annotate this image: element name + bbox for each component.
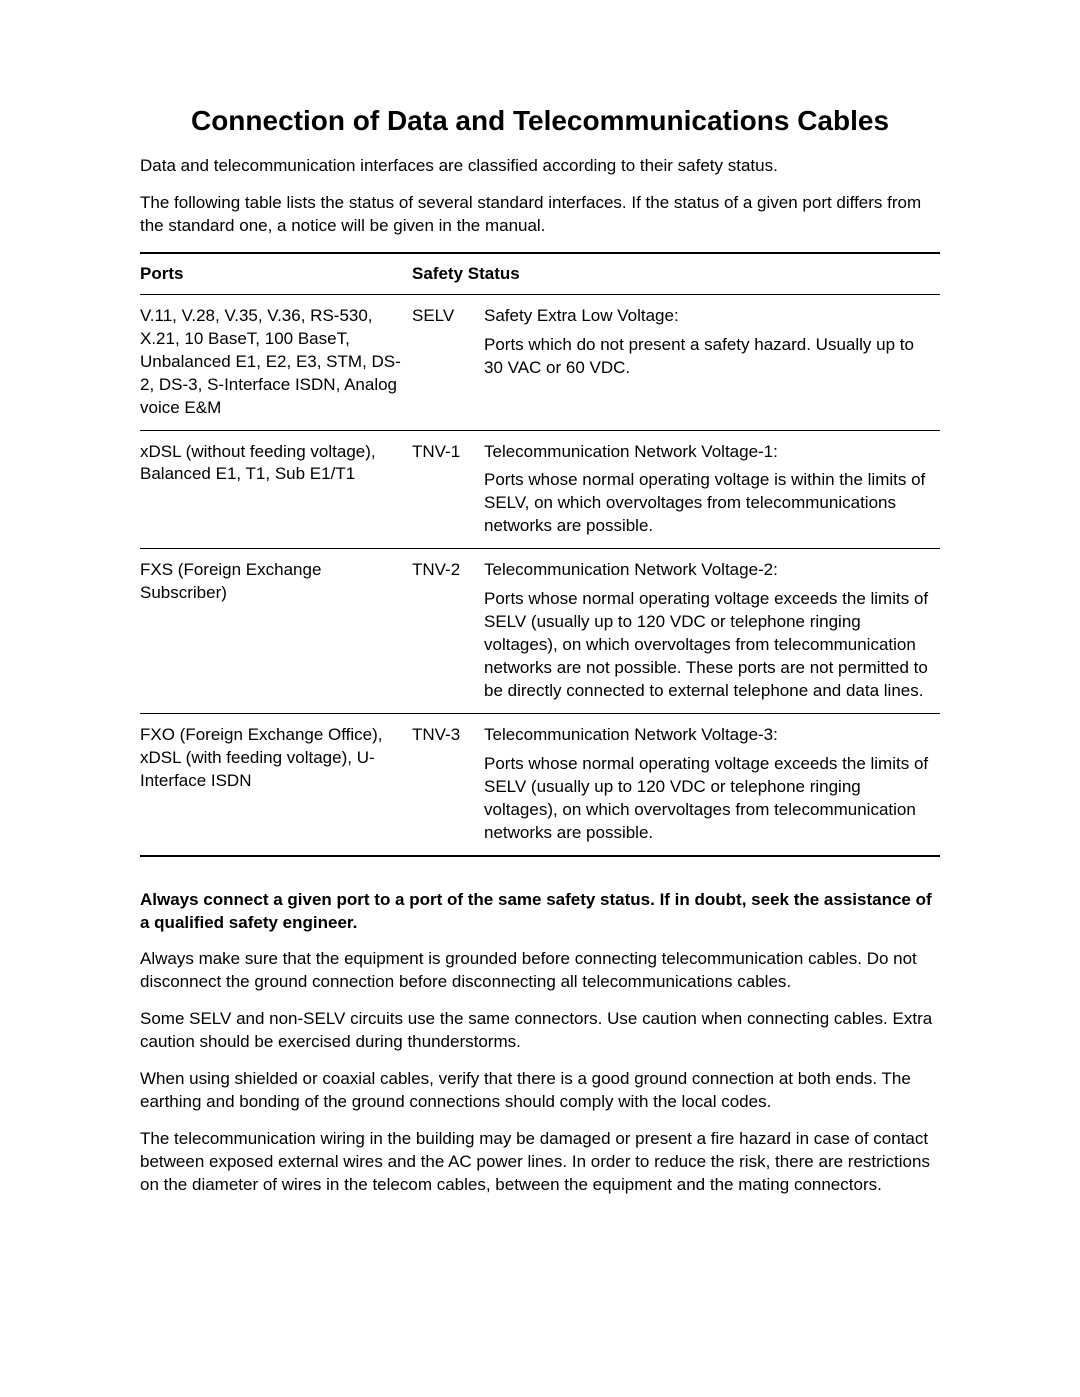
cell-ports: xDSL (without feeding voltage), Balanced… <box>140 430 412 549</box>
table-row: xDSL (without feeding voltage), Balanced… <box>140 430 940 549</box>
cell-code: TNV-3 <box>412 713 484 855</box>
page-title: Connection of Data and Telecommunication… <box>140 105 940 137</box>
safety-status-table: Ports Safety Status V.11, V.28, V.35, V.… <box>140 252 940 857</box>
desc-title: Telecommunication Network Voltage-1: <box>484 441 932 464</box>
desc-title: Safety Extra Low Voltage: <box>484 305 932 328</box>
desc-body: Ports which do not present a safety haza… <box>484 334 932 380</box>
table-row: V.11, V.28, V.35, V.36, RS-530, X.21, 10… <box>140 294 940 430</box>
desc-body: Ports whose normal operating voltage exc… <box>484 588 932 703</box>
cell-ports: FXS (Foreign Exchange Subscriber) <box>140 549 412 714</box>
desc-title: Telecommunication Network Voltage-3: <box>484 724 932 747</box>
body-paragraph: When using shielded or coaxial cables, v… <box>140 1068 940 1114</box>
cell-ports: V.11, V.28, V.35, V.36, RS-530, X.21, 10… <box>140 294 412 430</box>
cell-desc: Telecommunication Network Voltage-2: Por… <box>484 549 940 714</box>
body-paragraph: Always make sure that the equipment is g… <box>140 948 940 994</box>
header-ports: Ports <box>140 253 412 295</box>
table-header-row: Ports Safety Status <box>140 253 940 295</box>
cell-code: SELV <box>412 294 484 430</box>
warning-bold: Always connect a given port to a port of… <box>140 889 940 935</box>
cell-code: TNV-1 <box>412 430 484 549</box>
desc-body: Ports whose normal operating voltage exc… <box>484 753 932 845</box>
desc-title: Telecommunication Network Voltage-2: <box>484 559 932 582</box>
body-paragraph: Some SELV and non-SELV circuits use the … <box>140 1008 940 1054</box>
spacer <box>140 865 940 889</box>
intro-paragraph-1: Data and telecommunication interfaces ar… <box>140 155 940 178</box>
cell-desc: Telecommunication Network Voltage-3: Por… <box>484 713 940 855</box>
cell-desc: Safety Extra Low Voltage: Ports which do… <box>484 294 940 430</box>
cell-ports: FXO (Foreign Exchange Office), xDSL (wit… <box>140 713 412 855</box>
body-paragraph: The telecommunication wiring in the buil… <box>140 1128 940 1197</box>
document-page: Connection of Data and Telecommunication… <box>0 0 1080 1271</box>
table-row: FXO (Foreign Exchange Office), xDSL (wit… <box>140 713 940 855</box>
header-status: Safety Status <box>412 253 940 295</box>
desc-body: Ports whose normal operating voltage is … <box>484 469 932 538</box>
cell-code: TNV-2 <box>412 549 484 714</box>
cell-desc: Telecommunication Network Voltage-1: Por… <box>484 430 940 549</box>
intro-paragraph-2: The following table lists the status of … <box>140 192 940 238</box>
table-row: FXS (Foreign Exchange Subscriber) TNV-2 … <box>140 549 940 714</box>
